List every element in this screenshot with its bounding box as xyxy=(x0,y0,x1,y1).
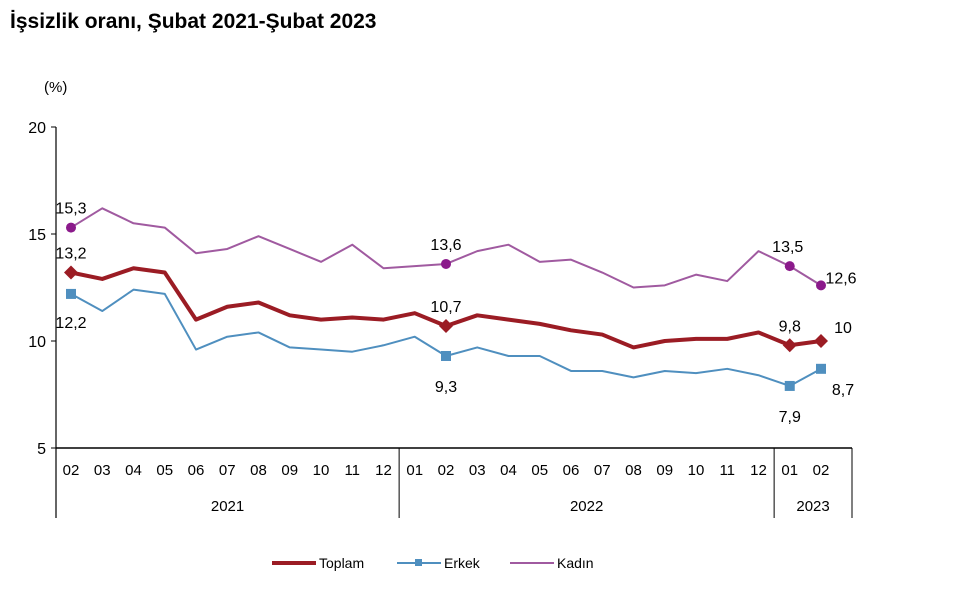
x-tick-label: 11 xyxy=(719,462,735,479)
x-tick-label: 02 xyxy=(438,462,455,479)
data-label: 9,3 xyxy=(435,379,457,396)
x-tick-label: 08 xyxy=(250,462,267,479)
x-tick-label: 02 xyxy=(813,462,830,479)
data-label: 15,3 xyxy=(55,201,86,218)
data-label: 8,7 xyxy=(832,382,854,399)
legend-marker xyxy=(415,559,422,566)
data-label: 12,6 xyxy=(825,270,856,287)
y-tick-label: 10 xyxy=(28,334,46,351)
data-point xyxy=(64,265,78,280)
data-point xyxy=(814,334,828,348)
data-point xyxy=(784,261,795,272)
x-tick-label: 06 xyxy=(563,462,580,479)
data-label: 10 xyxy=(834,320,852,337)
data-point xyxy=(816,363,826,374)
y-axis-label: (%) xyxy=(44,79,67,96)
x-tick-label: 05 xyxy=(156,462,173,479)
x-tick-label: 10 xyxy=(313,462,330,479)
x-tick-label: 03 xyxy=(469,462,486,479)
data-point xyxy=(441,258,451,269)
legend-label: Kadın xyxy=(557,555,594,571)
legend-label: Toplam xyxy=(319,555,364,571)
x-tick-label: 10 xyxy=(688,462,705,479)
x-tick-label: 01 xyxy=(781,462,798,479)
x-tick-label: 08 xyxy=(625,462,642,479)
x-tick-label: 03 xyxy=(94,462,111,479)
x-tick-label: 09 xyxy=(281,462,298,479)
data-point xyxy=(439,319,453,334)
data-label: 9,8 xyxy=(779,318,801,335)
x-tick-label: 04 xyxy=(500,462,517,479)
data-label: 13,5 xyxy=(772,239,803,256)
x-tick-label: 07 xyxy=(594,462,611,479)
data-label: 13,2 xyxy=(55,246,86,263)
x-tick-label: 05 xyxy=(531,462,548,479)
data-point xyxy=(782,338,797,353)
legend-label: Erkek xyxy=(444,555,481,571)
x-tick-label: 09 xyxy=(656,462,673,479)
data-label: 12,2 xyxy=(55,315,86,332)
chart-title: İşsizlik oranı, Şubat 2021-Şubat 2023 xyxy=(10,10,377,33)
data-label: 13,6 xyxy=(430,237,461,254)
year-label: 2022 xyxy=(570,498,603,515)
x-tick-label: 12 xyxy=(750,462,767,479)
data-point xyxy=(66,222,76,233)
x-tick-label: 07 xyxy=(219,462,236,479)
year-label: 2021 xyxy=(211,498,244,515)
x-tick-label: 12 xyxy=(375,462,392,479)
x-tick-label: 06 xyxy=(188,462,205,479)
data-point xyxy=(66,288,76,299)
data-label: 7,9 xyxy=(779,409,801,426)
x-tick-label: 01 xyxy=(406,462,423,479)
y-tick-label: 15 xyxy=(28,227,46,244)
x-tick-label: 04 xyxy=(125,462,142,479)
data-point xyxy=(441,350,451,361)
data-point xyxy=(784,380,795,391)
x-tick-label: 02 xyxy=(63,462,80,479)
x-tick-label: 11 xyxy=(344,462,360,479)
y-tick-label: 5 xyxy=(37,441,46,458)
y-tick-label: 20 xyxy=(28,120,46,137)
year-label: 2023 xyxy=(796,498,829,515)
data-label: 10,7 xyxy=(430,299,461,316)
data-point xyxy=(816,280,826,291)
